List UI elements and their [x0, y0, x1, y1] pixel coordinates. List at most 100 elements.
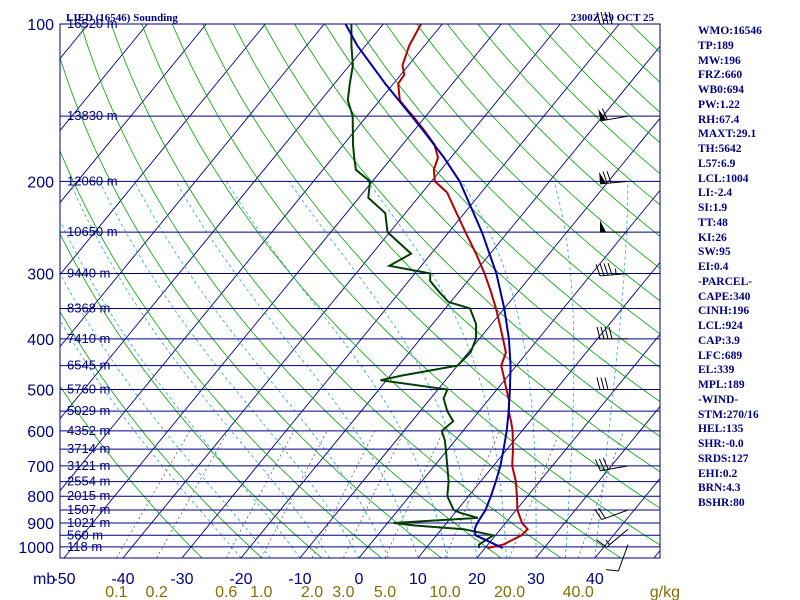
height-label: 5760 m — [67, 382, 110, 397]
chart-background — [0, 24, 660, 558]
wind-barb-flag — [603, 263, 609, 276]
moist-adiabat-line — [60, 319, 242, 558]
index-line: CAPE:340 — [698, 290, 751, 303]
height-label: 4352 m — [67, 423, 110, 438]
pressure-tick-label: 300 — [27, 266, 54, 283]
wind-barb-flag — [604, 11, 609, 25]
mixing-ratio-line — [225, 430, 295, 558]
index-line: LI:-2.4 — [698, 187, 733, 200]
isotherm-line — [0, 24, 29, 558]
isotherm-line — [60, 24, 148, 132]
temperature-tick-label: -10 — [288, 571, 311, 588]
pressure-tick-label: 600 — [27, 424, 54, 441]
isotherm-line — [358, 189, 660, 558]
mixing-ratio-label: 10.0 — [430, 584, 461, 600]
index-line: CAP:3.9 — [698, 334, 740, 347]
wind-barb-staff — [600, 180, 629, 185]
isotherm-line — [60, 24, 207, 204]
pressure-tick-label: 800 — [27, 489, 54, 506]
moist-adiabat-line — [594, 181, 629, 558]
index-line: LFC:689 — [698, 349, 743, 362]
isotherm-line — [60, 24, 325, 348]
temperature-tick-label: -20 — [229, 571, 252, 588]
index-line: EL:339 — [698, 364, 735, 377]
wind-barb-flag — [598, 458, 605, 471]
dry-adiabat-line — [141, 24, 622, 558]
wind-barb-half — [605, 539, 610, 545]
index-line: TP:189 — [698, 39, 734, 52]
dry-adiabat-line — [80, 24, 502, 558]
wind-barb-flag — [608, 326, 613, 339]
mixing-ratio-line — [311, 430, 376, 558]
temperature-tick-label: -50 — [52, 571, 75, 588]
mixing-ratio-line — [384, 430, 444, 558]
moist-adiabat-line — [69, 181, 330, 558]
wind-barb-flag — [601, 108, 608, 120]
mixing-ratio-unit-label: g/kg — [650, 584, 680, 600]
height-label: 8368 m — [67, 301, 110, 316]
mixing-ratio-label: 2.0 — [301, 584, 323, 600]
wind-barb — [598, 108, 629, 122]
height-label: 118 m — [67, 539, 102, 554]
temperature-tick-label: -40 — [111, 571, 134, 588]
height-label: 1507 m — [67, 502, 110, 517]
mixing-ratio-line — [577, 430, 625, 558]
mixing-ratio-label: 5.0 — [374, 584, 396, 600]
dry-adiabat-line — [60, 56, 442, 558]
parcel-line — [344, 24, 512, 550]
index-line: TH:5642 — [698, 143, 742, 155]
mixing-ratio-label: 1.0 — [250, 584, 272, 600]
mixing-ratio-label: 0.2 — [145, 584, 167, 600]
chart-title: LIED (16546) Sounding — [66, 12, 178, 24]
height-label: 2015 m — [67, 488, 110, 503]
mixing-ratio-line — [343, 430, 405, 558]
dry-adiabat-line — [355, 24, 660, 335]
index-line: MAXT:29.1 — [698, 128, 757, 141]
index-line: CINH:196 — [698, 305, 750, 318]
height-label: 12060 m — [67, 173, 118, 188]
wind-barb-flag — [604, 377, 609, 390]
isotherm-line — [240, 45, 660, 558]
wind-barb-flag — [598, 507, 606, 519]
dry-adiabat-line — [416, 24, 660, 269]
mixing-ratio-label: 40.0 — [563, 584, 594, 600]
index-line: STM:270/16 — [698, 408, 759, 421]
wind-barb — [600, 220, 628, 233]
wind-barb — [594, 457, 629, 472]
mixing-ratio-line — [116, 430, 191, 558]
index-line: -PARCEL- — [698, 275, 753, 288]
dry-adiabat-line — [385, 24, 660, 302]
index-line: BRN:4.3 — [698, 482, 741, 495]
index-line: PW:1.22 — [698, 98, 740, 111]
wind-barb-staff — [600, 465, 629, 472]
pressure-tick-label: 200 — [27, 174, 54, 191]
temperature-tick-label: -30 — [170, 571, 193, 588]
dry-adiabat-line — [60, 232, 322, 558]
pressure-tick-label: 900 — [27, 516, 54, 533]
wind-barb-flag — [594, 509, 603, 520]
wind-barb-flag — [606, 569, 619, 572]
dewpoint-line — [346, 24, 496, 549]
index-line: BSHR:80 — [698, 497, 745, 509]
pressure-unit-label: mb — [33, 571, 55, 588]
dry-adiabat-line — [233, 24, 660, 473]
moist-adiabat-line — [60, 219, 301, 558]
pressure-tick-label: 500 — [27, 383, 54, 400]
index-line: SHR:-0.0 — [698, 438, 744, 450]
index-line: SI:1.9 — [698, 202, 728, 214]
dry-adiabat-line — [263, 24, 660, 437]
index-line: LCL:924 — [698, 320, 743, 332]
dry-adiabat-line — [171, 24, 660, 546]
plot-frame — [59, 23, 661, 559]
mixing-ratio-label: 20.0 — [494, 584, 525, 600]
height-label: 1021 m — [67, 515, 110, 530]
dry-adiabat-line — [324, 24, 660, 368]
index-line: WMO:16546 — [698, 25, 762, 37]
temperature-tick-label: 20 — [468, 571, 486, 588]
wind-barb-flag — [596, 326, 601, 339]
index-line: EHI:0.2 — [698, 467, 738, 480]
height-label: 9440 m — [67, 265, 110, 280]
mixing-ratio-label: 0.6 — [215, 584, 237, 600]
sounding-series — [344, 24, 529, 550]
isotherm-line — [63, 24, 502, 558]
